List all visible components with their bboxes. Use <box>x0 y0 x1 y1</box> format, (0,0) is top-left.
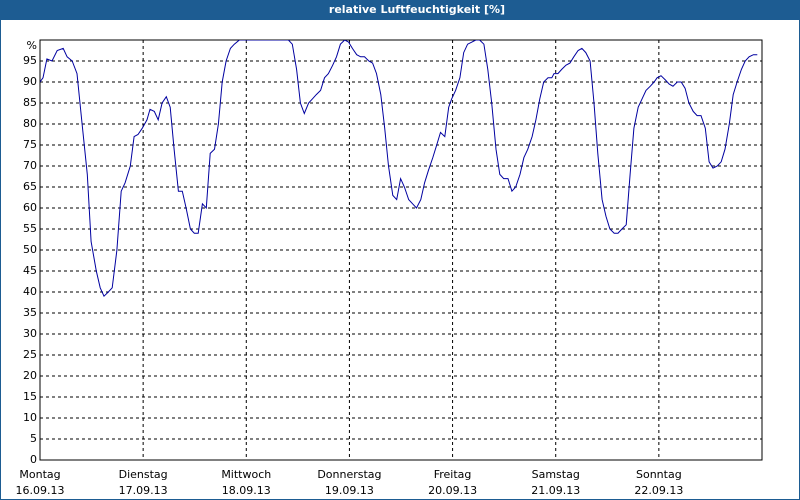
x-tick-label: Freitag <box>434 468 472 481</box>
y-tick-label: 70 <box>23 159 37 172</box>
y-tick-label: 25 <box>23 348 37 361</box>
x-tick-label: Dienstag <box>119 468 168 481</box>
y-tick-label: 20 <box>23 369 37 382</box>
y-tick-label: 95 <box>23 54 37 67</box>
x-tick-label: Donnerstag <box>317 468 381 481</box>
x-tick-date: 19.09.13 <box>325 484 374 497</box>
chart-title: relative Luftfeuchtigkeit [%] <box>329 3 505 16</box>
y-tick-label: 10 <box>23 411 37 424</box>
x-tick-label: Sonntag <box>636 468 682 481</box>
y-tick-label: 55 <box>23 222 37 235</box>
x-tick-label: Samstag <box>532 468 580 481</box>
y-tick-label: 45 <box>23 264 37 277</box>
y-tick-label: 60 <box>23 201 37 214</box>
y-tick-label: 0 <box>30 453 37 466</box>
x-tick-date: 18.09.13 <box>222 484 271 497</box>
y-tick-label: 15 <box>23 390 37 403</box>
x-tick-date: 16.09.13 <box>16 484 65 497</box>
y-tick-label: 30 <box>23 327 37 340</box>
x-tick-label: Montag <box>19 468 60 481</box>
x-tick-date: 20.09.13 <box>428 484 477 497</box>
y-tick-label: 90 <box>23 75 37 88</box>
x-tick-label: Mittwoch <box>221 468 271 481</box>
y-tick-label: 85 <box>23 96 37 109</box>
x-tick-date: 21.09.13 <box>531 484 580 497</box>
y-tick-label: 35 <box>23 306 37 319</box>
y-tick-label: 80 <box>23 117 37 130</box>
y-tick-label: 5 <box>30 432 37 445</box>
x-tick-date: 22.09.13 <box>634 484 683 497</box>
x-tick-date: 17.09.13 <box>119 484 168 497</box>
data-line <box>40 40 758 298</box>
y-tick-label: 75 <box>23 138 37 151</box>
y-tick-label: 50 <box>23 243 37 256</box>
title-bar <box>0 0 800 20</box>
y-tick-label: 65 <box>23 180 37 193</box>
y-tick-label: 40 <box>23 285 37 298</box>
y-tick-label: % <box>27 39 37 52</box>
